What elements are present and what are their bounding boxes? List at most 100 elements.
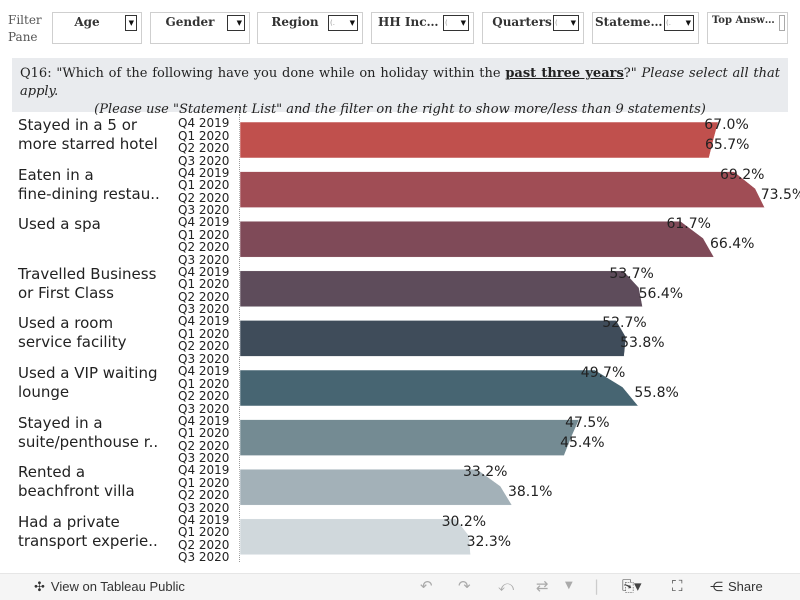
filter-gender-dropdown[interactable]: ▼ (227, 15, 245, 31)
refresh-icon[interactable]: ⇄ (536, 577, 549, 595)
data-label: 53.8% (620, 335, 665, 352)
bar-shape[interactable] (239, 220, 715, 258)
statement-label-line1: Used a room (18, 314, 114, 333)
filter-age[interactable]: Age ▼ (52, 12, 142, 44)
quarter-tick-label: Q2 2020 (178, 141, 230, 155)
statement-label-line1: Travelled Business (18, 264, 157, 283)
data-label: 56.4% (638, 285, 684, 302)
quarter-tick-label: Q1 2020 (178, 227, 230, 242)
download-icon[interactable]: ⎘▾ (622, 577, 642, 595)
bar-shape[interactable] (239, 320, 627, 357)
question-instruction: Please select all that apply. (20, 66, 780, 99)
data-label: 67.0% (704, 117, 749, 133)
data-label: 33.2% (463, 464, 508, 481)
undo-icon[interactable]: ↶ (420, 577, 433, 595)
statement-label-line1: Stayed in a (18, 413, 103, 432)
filter-gender[interactable]: Gender ▼ (150, 12, 250, 44)
data-label: 45.4% (560, 434, 605, 451)
quarter-tick-label: Q4 2019 (178, 314, 230, 329)
quarter-labels: Q4 2019 Q1 2020 Q2 2020 Q3 2020 (178, 464, 236, 514)
quarter-tick-label: Q3 2020 (178, 351, 230, 366)
quarter-tick-label: Q2 2020 (178, 438, 230, 453)
quarter-tick-label: Q3 2020 (178, 252, 230, 267)
quarter-tick-label: Q3 2020 (178, 451, 230, 466)
question-suffix: ?" (623, 66, 642, 81)
view-on-tableau-button[interactable]: ✣ View on Tableau Public (34, 579, 185, 595)
bar-shape[interactable] (239, 270, 643, 308)
statement-label: Used a spa (18, 215, 178, 234)
chart-axis-line (239, 114, 240, 562)
revert-icon[interactable]: ⤺ (498, 577, 515, 595)
filter-hh-income-dropdown[interactable]: ( ▼ (443, 15, 469, 31)
filter-hh-income[interactable]: HH Income ( ▼ (371, 12, 474, 44)
filter-statement-list[interactable]: Statement… (. ▼ (592, 12, 699, 44)
question-note: (Please use "Statement List" and the fil… (94, 102, 706, 117)
quarter-labels: Q4 2019 Q1 2020 Q2 2020 Q3 2020 (178, 216, 236, 266)
redo-icon[interactable]: ↷ (458, 577, 471, 595)
statement-label: Used a VIP waiting lounge (18, 364, 178, 402)
statement-label: Eaten in a fine-dining restau.. (18, 166, 178, 204)
quarter-labels: Q4 2019 Q1 2020 Q2 2020 Q3 2020 (178, 117, 236, 167)
quarter-tick-label: Q4 2019 (178, 413, 230, 428)
statement-label: Used a room service facility (18, 314, 178, 352)
data-label: 69.2% (720, 166, 765, 183)
bar-shape[interactable] (239, 171, 766, 208)
fullscreen-icon[interactable]: ⛶ (672, 577, 683, 595)
statement-label: Stayed in a suite/penthouse r.. (18, 414, 178, 452)
filter-region[interactable]: Region (. ▼ (257, 12, 363, 44)
bar-shape[interactable] (239, 419, 580, 456)
filter-region-dropdown[interactable]: (. ▼ (328, 15, 358, 31)
quarter-tick-label: Q2 2020 (178, 488, 230, 503)
statement-label-line2: beachfront villa (18, 482, 135, 501)
statement-label-line2: service facility (18, 333, 127, 352)
quarter-tick-label: Q2 2020 (178, 339, 230, 354)
quarter-tick-label: Q4 2019 (178, 512, 230, 527)
quarter-tick-label: Q3 2020 (178, 500, 230, 515)
data-label: 47.5% (565, 414, 610, 431)
quarter-tick-label: Q1 2020 (178, 525, 230, 540)
filter-quarters[interactable]: Quarters ( ▼ (482, 12, 584, 44)
filter-top-answers-scrollbar[interactable] (779, 15, 785, 31)
statement-label: Rented a beachfront villa (18, 463, 178, 501)
quarter-tick-label: Q2 2020 (178, 240, 230, 255)
quarter-tick-label: Q2 2020 (178, 289, 230, 304)
bar-shape[interactable] (239, 518, 471, 556)
filter-quarters-dropdown[interactable]: ( ▼ (553, 15, 579, 31)
chevron-down-icon[interactable]: ▼ (565, 580, 573, 591)
bar-shape[interactable] (239, 121, 719, 159)
data-label: 49.7% (580, 365, 626, 381)
statement-label-line1: Eaten in a (18, 165, 94, 184)
question-prefix: Q16: "Which of the following have you do… (20, 66, 506, 81)
filter-statement-value: (. (666, 19, 671, 27)
statement-label: Travelled Business or First Class (18, 265, 178, 303)
filter-region-value: (. (330, 19, 335, 27)
data-label: 66.4% (710, 236, 755, 253)
data-label: 52.7% (602, 315, 647, 332)
share-label: Share (728, 579, 763, 594)
bar-shape[interactable] (239, 369, 639, 407)
quarter-tick-label: Q3 2020 (178, 302, 230, 317)
quarter-tick-label: Q1 2020 (178, 426, 230, 441)
filter-statement-dropdown[interactable]: (. ▼ (664, 15, 694, 31)
filter-top-answers[interactable]: Top Answers (707, 12, 788, 44)
statement-label-line1: Used a VIP waiting (18, 364, 158, 382)
statement-label-line2: or First Class (18, 283, 114, 302)
data-label: 53.7% (609, 265, 654, 282)
quarter-tick-label: Q3 2020 (178, 401, 230, 416)
tableau-footer: ✣ View on Tableau Public ↶ ↷ ⤺ ⇄ ▼ | ⎘▾ ⛶… (0, 573, 800, 600)
quarter-tick-label: Q4 2019 (178, 116, 230, 130)
data-label: 61.7% (666, 216, 711, 233)
quarter-tick-label: Q1 2020 (178, 475, 230, 490)
quarter-tick-label: Q4 2019 (178, 364, 230, 378)
quarter-tick-label: Q3 2020 (178, 153, 230, 168)
statement-label-line2: suite/penthouse r.. (18, 432, 159, 451)
question-emphasis: past three years (505, 66, 624, 81)
statement-label-line1: Stayed in a 5 or (18, 116, 138, 134)
statement-label-line2: fine-dining restau.. (18, 184, 160, 203)
share-button[interactable]: ⋲ Share (710, 579, 763, 595)
chevron-down-icon: ▼ (570, 19, 576, 27)
bar-shape[interactable] (239, 468, 513, 506)
statement-label-line1: Rented a (18, 463, 86, 482)
quarter-tick-label: Q4 2019 (178, 463, 230, 478)
filter-age-dropdown[interactable]: ▼ (125, 15, 137, 31)
